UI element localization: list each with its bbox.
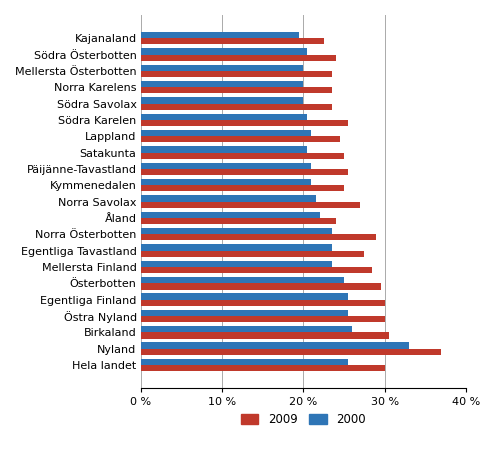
Bar (141, 267, 372, 273)
Bar (141, 48, 307, 54)
Bar (141, 283, 381, 289)
Bar (141, 146, 307, 153)
Bar (141, 81, 303, 87)
Bar (141, 163, 311, 169)
Bar (141, 38, 324, 44)
Bar (141, 104, 332, 110)
Bar (141, 316, 385, 322)
Bar (141, 299, 385, 306)
Bar (141, 251, 364, 257)
Bar (141, 153, 344, 159)
Bar (141, 71, 332, 77)
Bar (141, 228, 332, 234)
Bar (141, 234, 377, 240)
Bar (141, 185, 344, 192)
Bar (141, 54, 336, 61)
Bar (141, 277, 344, 283)
Bar (141, 212, 320, 218)
Bar (141, 326, 352, 333)
Bar (141, 293, 348, 299)
Bar (141, 245, 332, 251)
Bar (141, 359, 348, 365)
Bar (141, 310, 348, 316)
Bar (141, 365, 385, 371)
Bar (141, 218, 336, 224)
Bar (141, 130, 311, 136)
Bar (141, 65, 303, 71)
Bar (141, 136, 340, 142)
Bar (141, 97, 303, 104)
Bar (141, 87, 332, 93)
Bar (141, 333, 389, 339)
Bar (141, 32, 299, 38)
Bar (141, 349, 442, 355)
Bar (141, 169, 348, 175)
Bar (141, 179, 311, 185)
Bar (141, 261, 332, 267)
Bar (141, 120, 348, 126)
Bar (141, 114, 307, 120)
Bar (141, 342, 409, 349)
Bar (141, 201, 360, 208)
Bar (141, 195, 315, 201)
Legend: 2009, 2000: 2009, 2000 (236, 408, 371, 431)
